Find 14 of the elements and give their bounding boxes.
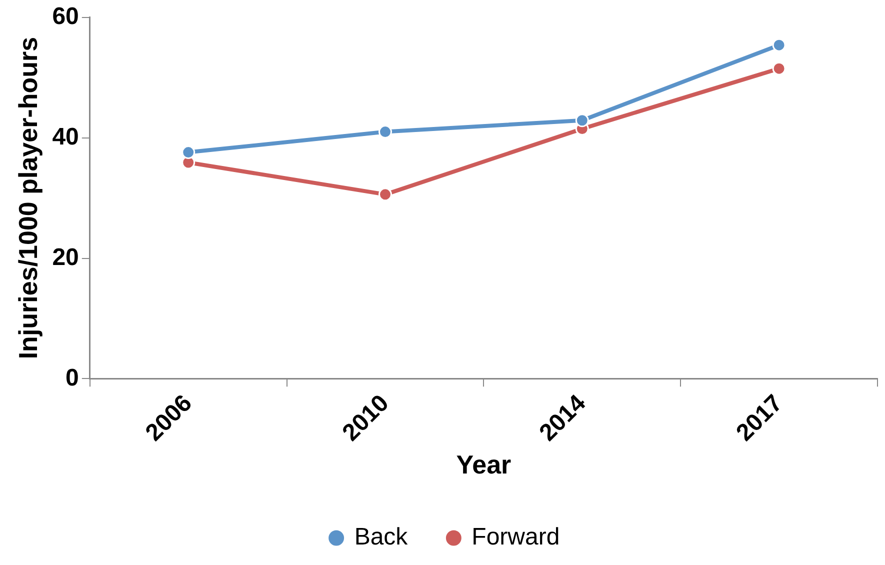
y-tick-label: 60 (52, 3, 79, 30)
point (378, 125, 392, 139)
point (182, 146, 196, 160)
point (575, 114, 589, 128)
y-tick-label: 0 (66, 364, 79, 392)
point (378, 188, 392, 202)
y-tick-label: 20 (52, 244, 79, 271)
y-axis-title: Injuries/1000 player-hours (12, 36, 43, 360)
x-axis-title: Year (456, 450, 512, 480)
y-tick-label: 40 (52, 123, 79, 150)
point (772, 38, 786, 52)
point (772, 62, 786, 76)
legend-label: Forward (472, 524, 560, 551)
legend-label: Back (354, 524, 409, 551)
